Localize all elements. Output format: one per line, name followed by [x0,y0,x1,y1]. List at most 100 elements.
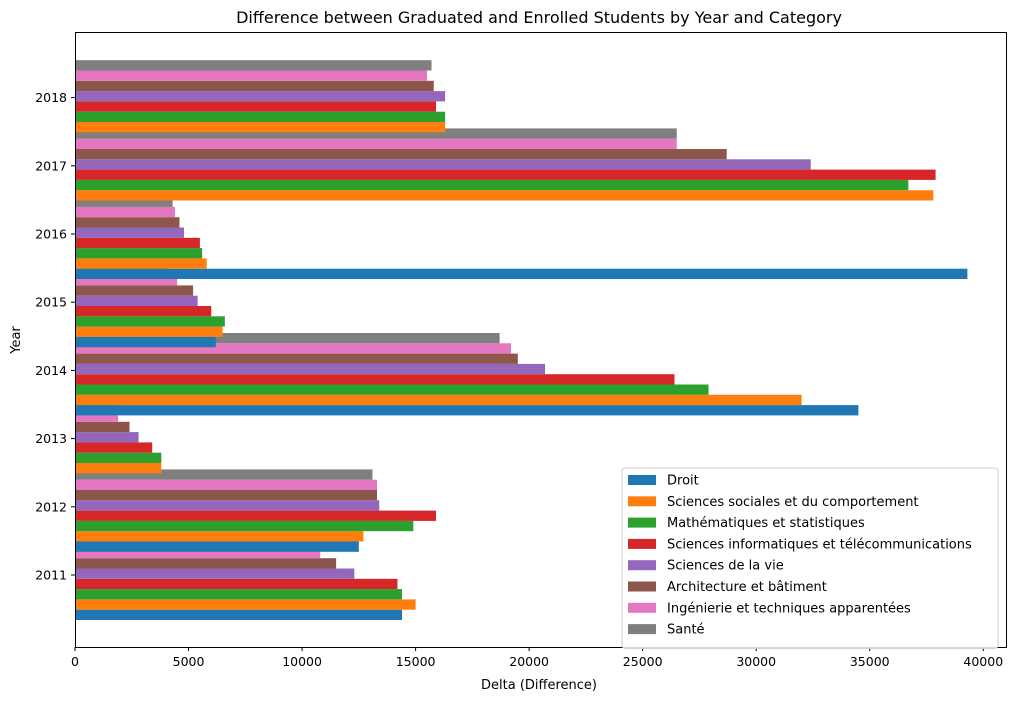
bar-2015-6 [75,285,194,296]
bar-2014-3 [75,384,709,395]
x-tick-label: 30000 [736,654,776,669]
x-tick-label: 5000 [173,654,205,669]
legend-swatch [628,581,656,592]
bar-2016-4 [75,237,200,249]
bar-2015-4 [75,306,212,317]
bar-2011-5 [75,568,355,579]
x-tick-label: 10000 [282,654,322,669]
bar-2017-2 [75,190,934,201]
bar-2016-1 [75,268,968,279]
chart-title: Difference between Graduated and Enrolle… [236,8,842,27]
y-tick-label: 2017 [35,158,67,173]
bar-2013-4 [75,442,153,453]
x-axis: 0 5000 10000 15000 20000 25000 30000 35000 40000 [71,647,1003,669]
x-tick-label: 15000 [396,654,436,669]
bar-2015-2 [75,326,223,337]
bar-2011-7 [75,547,321,559]
bar-2012-6 [75,490,378,501]
bar-2017-5 [75,159,811,170]
bar-2012-8 [75,469,373,480]
legend-label: Sciences sociales et du comportement [667,495,919,510]
bar-2014-2 [75,394,802,406]
legend-swatch [628,538,656,549]
bar-2012-7 [75,479,378,490]
legend-swatch [628,624,656,635]
legend-frame [621,467,999,649]
bar-2014-4 [75,374,675,385]
x-tick-label: 40000 [963,654,1003,669]
y-tick-label: 2011 [35,568,67,583]
legend-swatch [628,517,656,528]
bar-2016-2 [75,258,207,269]
bar-2014-5 [75,363,546,375]
legend-swatch [628,560,656,571]
bar-2018-4 [75,101,437,112]
legend-label: Droit [667,474,699,489]
bar-2015-3 [75,316,225,327]
bar-2013-2 [75,463,162,474]
bar-2017-3 [75,179,909,191]
bar-2011-1 [75,609,402,620]
bar-2017-8 [75,128,677,139]
y-tick-label: 2018 [35,90,67,105]
y-tick-label: 2013 [35,431,67,446]
x-tick-label: 35000 [850,654,890,669]
legend-label: Ingénierie et techniques apparentées [667,601,911,616]
legend-label: Mathématiques et statistiques [667,516,865,531]
bars-group [75,60,968,620]
bar-2016-5 [75,227,184,238]
bar-2013-5 [75,432,139,443]
bar-2018-6 [75,80,434,92]
bar-2016-3 [75,248,203,259]
legend-label: Sciences informatiques et télécommunicat… [667,537,972,552]
legend-label: Sciences de la vie [667,559,784,574]
bar-2015-7 [75,275,178,286]
bar-2013-7 [75,411,119,422]
bar-2012-5 [75,500,380,511]
bar-2018-5 [75,91,446,102]
bar-2018-7 [75,70,427,81]
y-tick-label: 2016 [35,227,67,242]
x-axis-title: Delta (Difference) [481,678,597,693]
legend-label: Santé [667,623,705,638]
bar-2012-2 [75,531,364,542]
bar-2012-1 [75,541,359,552]
y-axis-title: Year [9,326,24,355]
bar-2017-7 [75,138,677,149]
bar-2013-3 [75,452,162,463]
bar-2018-8 [75,60,432,71]
legend-swatch [628,496,656,507]
bar-2011-4 [75,578,398,590]
bar-2016-7 [75,206,175,218]
bar-2015-5 [75,295,198,306]
bar-2012-4 [75,510,437,521]
bar-2011-3 [75,589,402,600]
bar-2013-6 [75,421,130,433]
x-tick-label: 0 [71,654,79,669]
y-tick-label: 2015 [35,295,67,310]
bar-2018-2 [75,122,446,133]
legend: Droit Sciences sociales et du comportemen… [621,467,999,649]
bar-2014-6 [75,353,518,364]
legend-swatch [628,602,656,613]
legend-swatch [628,475,656,485]
x-tick-label: 20000 [509,654,549,669]
bar-2014-1 [75,405,859,416]
bar-2016-6 [75,217,180,228]
bar-2017-6 [75,149,727,160]
bar-2015-1 [75,336,216,348]
bar-2014-8 [75,333,500,344]
y-axis: 2011 2012 2013 2014 2015 2016 2017 2018 [35,90,75,583]
bar-2011-2 [75,599,416,610]
bar-2017-4 [75,169,936,180]
x-tick-label: 25000 [623,654,663,669]
bar-2016-8 [75,196,173,207]
bar-2012-3 [75,520,414,532]
bar-2011-6 [75,558,337,569]
y-tick-label: 2014 [35,363,67,378]
y-tick-label: 2012 [35,499,67,514]
bar-2014-7 [75,343,511,354]
plot-frame [75,32,1007,648]
bar-2018-3 [75,111,446,122]
